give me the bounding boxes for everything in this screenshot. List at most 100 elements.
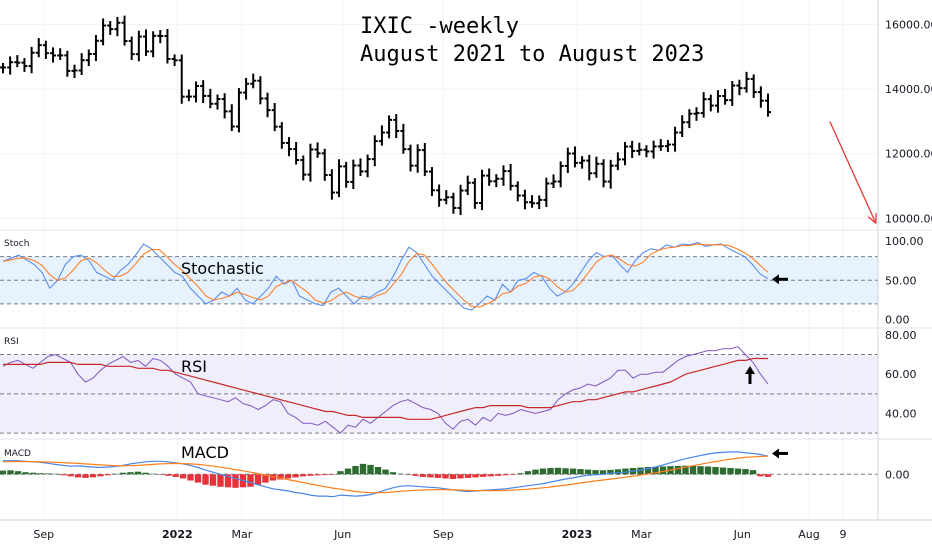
ohlc-bar bbox=[21, 58, 28, 72]
ohlc-bar bbox=[214, 94, 221, 110]
macd-histogram-bar bbox=[217, 474, 224, 487]
macd-histogram-bar bbox=[727, 468, 734, 475]
macd-histogram-bar bbox=[164, 474, 172, 476]
ohlc-bar bbox=[85, 49, 92, 67]
macd-histogram-bar bbox=[697, 466, 704, 475]
macd-histogram-bar bbox=[644, 466, 652, 475]
macd-histogram-bar bbox=[82, 474, 89, 478]
chart-title-line2: August 2021 to August 2023 bbox=[360, 42, 704, 67]
macd-panel-tag: MACD bbox=[4, 449, 31, 459]
macd-histogram-bar bbox=[577, 469, 584, 475]
macd-histogram-bar bbox=[652, 466, 659, 475]
ohlc-bar bbox=[250, 73, 257, 89]
macd-histogram-bar bbox=[119, 472, 127, 475]
macd-histogram-bar bbox=[719, 467, 727, 475]
macd-histogram-bar bbox=[179, 474, 187, 479]
macd-histogram-bar bbox=[419, 474, 427, 477]
macd-histogram-bar bbox=[224, 474, 232, 488]
macd-histogram-bar bbox=[622, 468, 629, 475]
y-tick-label: 80.00 bbox=[885, 329, 917, 342]
macd-histogram-bar bbox=[284, 474, 292, 479]
ohlc-bar bbox=[514, 181, 521, 202]
ohlc-bar bbox=[378, 125, 385, 146]
macd-histogram-bar bbox=[449, 474, 457, 479]
x-tick-label: Sep bbox=[433, 528, 454, 541]
macd-histogram-bar bbox=[712, 466, 719, 475]
macd-histogram-bar bbox=[367, 464, 374, 475]
macd-histogram-bar bbox=[614, 469, 622, 475]
ohlc-bar bbox=[271, 103, 278, 132]
macd-histogram-bar bbox=[104, 474, 112, 476]
ohlc-bar bbox=[679, 115, 686, 138]
ohlc-bar bbox=[693, 107, 700, 121]
ohlc-bar bbox=[350, 159, 357, 189]
ohlc-bar bbox=[600, 159, 607, 188]
ohlc-bar bbox=[371, 135, 378, 167]
projection-arrow-head bbox=[867, 213, 877, 225]
ohlc-bar bbox=[436, 184, 443, 207]
ohlc-bar bbox=[765, 93, 771, 117]
macd-histogram-bar bbox=[404, 474, 412, 475]
ohlc-bar bbox=[35, 38, 42, 58]
macd-histogram-bar bbox=[74, 474, 82, 478]
ohlc-bar bbox=[171, 54, 178, 67]
macd-histogram-bar bbox=[314, 474, 322, 476]
ohlc-bar bbox=[700, 92, 707, 118]
ohlc-bar bbox=[443, 190, 450, 205]
ohlc-bar bbox=[107, 21, 114, 35]
y-tick-label: 60.00 bbox=[885, 368, 917, 381]
macd-lines bbox=[2, 451, 769, 498]
ohlc-bar bbox=[593, 156, 600, 178]
arrow-head bbox=[745, 366, 755, 374]
ohlc-bar bbox=[664, 140, 671, 152]
ohlc-bar bbox=[328, 169, 335, 200]
ohlc-bar bbox=[457, 184, 464, 216]
ohlc-bar bbox=[686, 109, 693, 129]
macd-histogram-bar bbox=[569, 468, 577, 475]
ohlc-bar bbox=[42, 40, 49, 59]
macd-histogram-bar bbox=[442, 474, 449, 479]
ohlc-bar bbox=[278, 122, 285, 149]
annotations bbox=[745, 121, 877, 459]
macd-histogram-bar bbox=[464, 474, 472, 478]
ohlc-bar bbox=[207, 88, 214, 109]
macd-histogram-bar bbox=[172, 474, 179, 477]
ohlc-bar bbox=[736, 79, 743, 96]
macd-histogram-bar bbox=[337, 471, 344, 475]
macd-histogram-bar bbox=[299, 474, 307, 477]
ohlc-bar bbox=[479, 169, 486, 211]
ohlc-bar bbox=[164, 28, 171, 64]
ohlc-bar bbox=[78, 53, 85, 75]
macd-signal-line bbox=[2, 455, 769, 494]
macd-histogram-bar bbox=[509, 474, 517, 475]
macd-histogram-bar bbox=[554, 467, 562, 475]
x-tick-label: Mar bbox=[232, 528, 253, 541]
rsi-lines bbox=[2, 346, 769, 434]
ohlc-bar bbox=[450, 192, 457, 214]
ohlc-bar bbox=[400, 123, 407, 154]
y-tick-label: 10000.00 bbox=[885, 212, 932, 225]
ohlc-bar bbox=[564, 147, 571, 174]
macd-histogram-bar bbox=[479, 474, 487, 477]
projection-arrow-shaft bbox=[829, 121, 877, 224]
macd-histogram-bar bbox=[254, 474, 262, 485]
rsi-line bbox=[2, 346, 769, 434]
macd-histogram-bar bbox=[202, 474, 209, 485]
macd-histogram-bar bbox=[397, 473, 404, 475]
ohlc-bar bbox=[135, 30, 142, 62]
macd-histogram-bar bbox=[487, 474, 494, 477]
ohlc-bar bbox=[228, 104, 235, 132]
ohlc-bar bbox=[343, 161, 350, 188]
macd-histogram-bar bbox=[599, 470, 607, 475]
macd-histogram-bar bbox=[494, 474, 502, 476]
ohlc-bar bbox=[629, 140, 636, 159]
ohlc-bar bbox=[243, 77, 250, 100]
macd-histogram-bar bbox=[322, 474, 329, 476]
macd-histogram-bar bbox=[457, 474, 464, 479]
rsi-ma-line bbox=[3, 357, 768, 420]
macd-histogram-bar bbox=[704, 466, 712, 475]
macd-histogram-bar bbox=[764, 474, 772, 477]
ohlc-bar bbox=[257, 76, 264, 105]
macd-histogram-bar bbox=[434, 474, 442, 478]
